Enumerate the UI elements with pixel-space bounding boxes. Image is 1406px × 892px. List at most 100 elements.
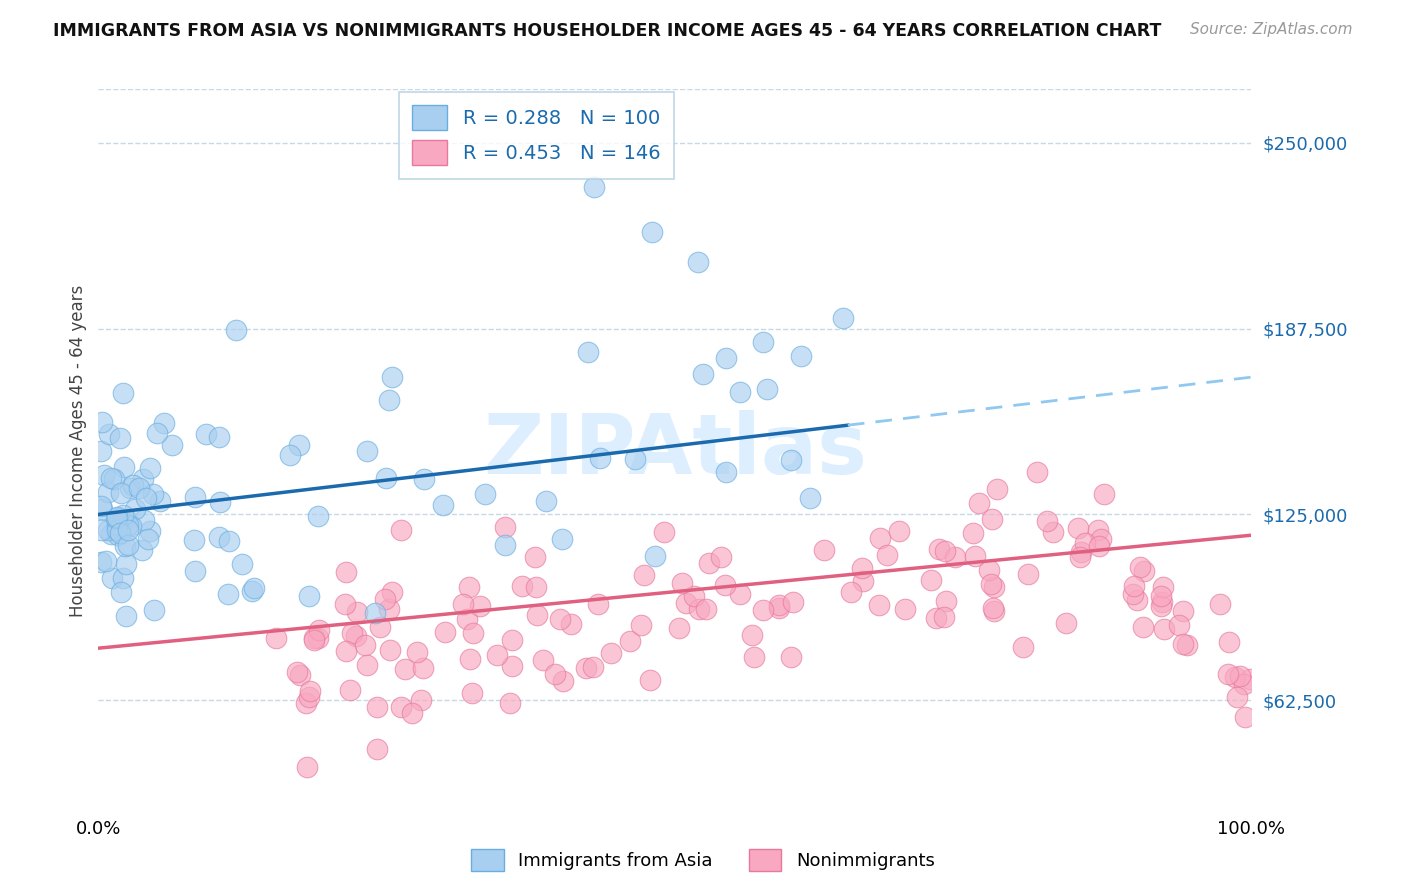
Point xyxy=(356,657,378,672)
Point xyxy=(1223,670,1246,684)
Point xyxy=(364,606,387,620)
Point xyxy=(105,517,128,532)
Point xyxy=(339,682,361,697)
Point xyxy=(353,638,375,652)
Point xyxy=(111,515,134,529)
Point xyxy=(560,617,582,632)
Point xyxy=(501,632,523,647)
Point xyxy=(143,602,166,616)
Point xyxy=(501,659,523,673)
Point xyxy=(1087,539,1109,553)
Point xyxy=(544,667,567,681)
Point xyxy=(148,494,170,508)
Point xyxy=(134,513,156,527)
Point xyxy=(412,472,434,486)
Point xyxy=(93,468,115,483)
Point xyxy=(619,634,641,648)
Point xyxy=(208,430,231,444)
Point xyxy=(135,491,157,506)
Point xyxy=(1126,593,1149,607)
Point xyxy=(298,684,321,698)
Point xyxy=(335,566,357,580)
Point xyxy=(963,549,986,564)
Point xyxy=(184,490,207,504)
Point xyxy=(710,550,733,565)
Point xyxy=(730,385,752,400)
Point xyxy=(714,351,737,365)
Point xyxy=(869,531,891,545)
Point xyxy=(1129,559,1152,574)
Point xyxy=(486,648,509,662)
Point xyxy=(1168,617,1191,632)
Point xyxy=(1233,676,1256,690)
Point xyxy=(752,602,775,616)
Legend: Immigrants from Asia, Nonimmigrants: Immigrants from Asia, Nonimmigrants xyxy=(464,842,942,879)
Point xyxy=(107,528,129,542)
Point xyxy=(112,459,135,474)
Point xyxy=(474,487,496,501)
Point xyxy=(96,554,118,568)
Point xyxy=(799,491,821,506)
Point xyxy=(90,555,112,569)
Point xyxy=(510,579,533,593)
Point xyxy=(97,524,120,538)
Point xyxy=(366,700,388,714)
Point xyxy=(1150,590,1173,604)
Point xyxy=(131,543,153,558)
Point xyxy=(105,510,128,524)
Point xyxy=(675,596,697,610)
Point xyxy=(335,643,357,657)
Point xyxy=(378,602,401,616)
Point xyxy=(894,601,917,615)
Point xyxy=(1122,586,1144,600)
Point xyxy=(1056,616,1078,631)
Point xyxy=(575,661,598,675)
Point xyxy=(697,556,720,570)
Point xyxy=(90,499,112,513)
Point xyxy=(1087,523,1109,537)
Point xyxy=(742,649,765,664)
Point xyxy=(671,576,693,591)
Point xyxy=(108,525,131,540)
Point xyxy=(1132,620,1154,634)
Point xyxy=(110,486,132,500)
Point xyxy=(184,564,207,578)
Point xyxy=(108,431,131,445)
Point xyxy=(640,673,662,687)
Point xyxy=(932,609,955,624)
Point xyxy=(90,502,112,516)
Point xyxy=(887,524,910,538)
Point xyxy=(120,518,142,533)
Point xyxy=(217,587,239,601)
Point xyxy=(432,498,454,512)
Point xyxy=(128,481,150,495)
Point xyxy=(225,323,247,337)
Point xyxy=(97,485,120,500)
Point xyxy=(378,392,401,407)
Point xyxy=(624,452,647,467)
Point xyxy=(934,543,956,558)
Point xyxy=(90,443,112,458)
Point xyxy=(1150,599,1173,613)
Point xyxy=(389,523,412,537)
Point xyxy=(302,633,325,648)
Point xyxy=(1153,623,1175,637)
Point xyxy=(142,487,165,501)
Point xyxy=(641,225,664,239)
Point xyxy=(550,612,572,626)
Point xyxy=(644,549,666,563)
Point xyxy=(195,427,218,442)
Point xyxy=(243,581,266,595)
Point xyxy=(983,604,1005,618)
Point xyxy=(288,437,311,451)
Point xyxy=(117,538,139,552)
Point xyxy=(962,525,984,540)
Point xyxy=(100,527,122,541)
Point xyxy=(1092,487,1115,501)
Point xyxy=(297,589,319,603)
Point xyxy=(494,538,516,552)
Point xyxy=(288,668,311,682)
Point xyxy=(218,534,240,549)
Point xyxy=(790,350,813,364)
Point xyxy=(876,548,898,562)
